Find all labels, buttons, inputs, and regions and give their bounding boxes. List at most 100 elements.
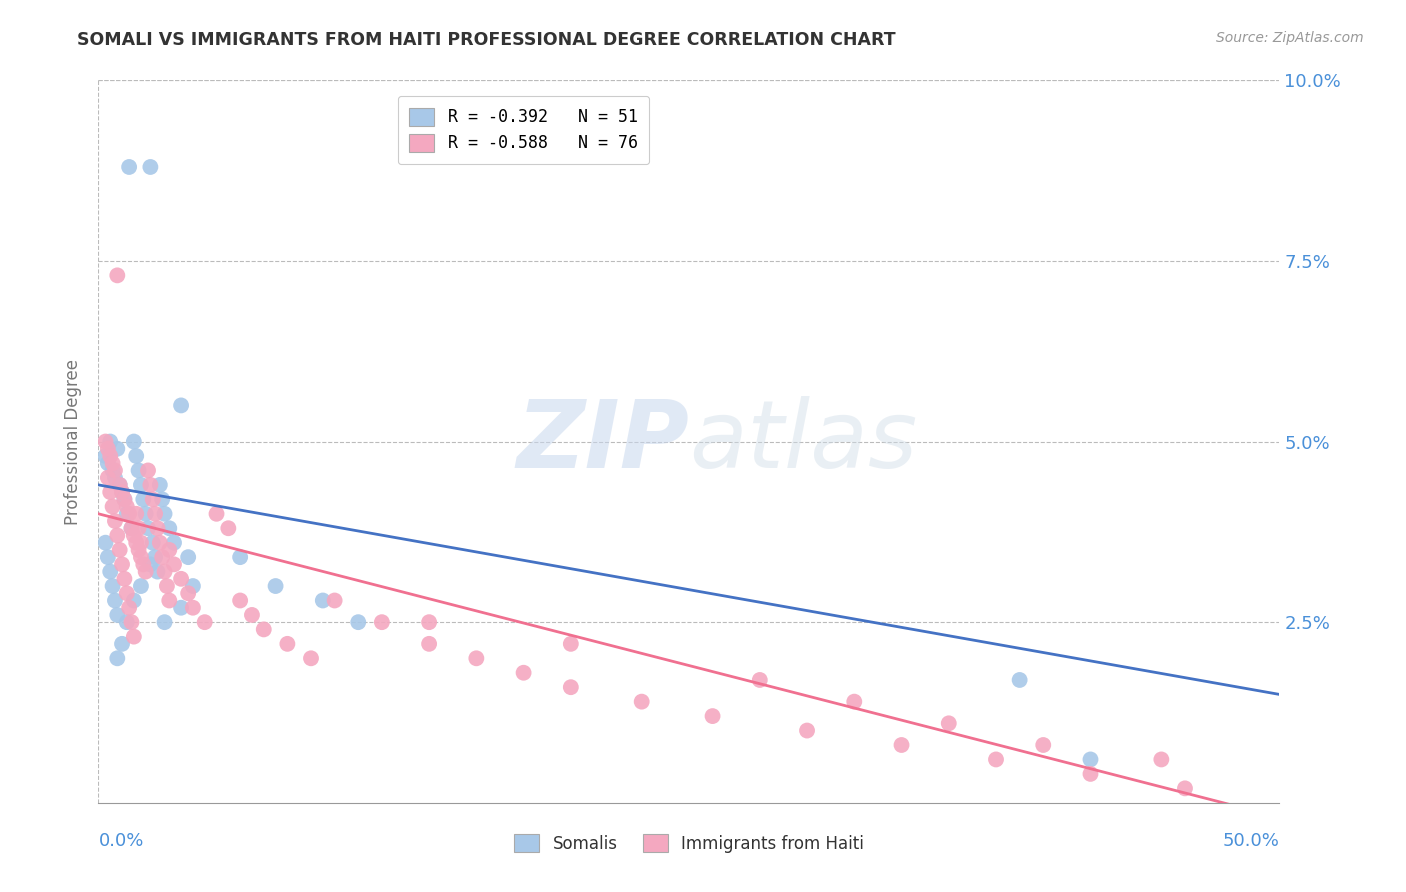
Legend: Somalis, Immigrants from Haiti: Somalis, Immigrants from Haiti [508,828,870,860]
Point [105,442,128,456]
Point [125,535,148,549]
Point [170,600,193,615]
Point [139,558,162,572]
Point [560,637,582,651]
Point [146,565,169,579]
Point [170,398,193,412]
Point [1008,673,1031,687]
Point [108,542,131,557]
Text: SOMALI VS IMMIGRANTS FROM HAITI PROFESSIONAL DEGREE CORRELATION CHART: SOMALI VS IMMIGRANTS FROM HAITI PROFESSI… [77,31,896,49]
Text: Source: ZipAtlas.com: Source: ZipAtlas.com [1216,31,1364,45]
Point [128,542,150,557]
Point [128,463,150,477]
Point [796,723,818,738]
Point [115,507,138,521]
Point [465,651,488,665]
Point [104,463,127,477]
Point [97,550,120,565]
Point [121,615,143,630]
Point [153,507,176,521]
Point [149,478,172,492]
Point [132,492,155,507]
Point [418,615,440,630]
Point [371,615,394,630]
Point [97,456,120,470]
Point [630,695,652,709]
Point [104,471,127,485]
Point [94,434,117,449]
Point [129,478,152,492]
Point [1150,752,1173,766]
Point [101,463,124,477]
Point [101,500,124,514]
Point [347,615,370,630]
Point [111,558,134,572]
Point [157,542,180,557]
Text: 0.0%: 0.0% [98,832,143,850]
Point [153,565,176,579]
Point [112,572,135,586]
Point [101,579,124,593]
Point [135,565,157,579]
Point [121,521,143,535]
Point [418,637,440,651]
Point [157,593,180,607]
Point [121,521,143,535]
Point [125,507,148,521]
Point [264,579,287,593]
Point [105,607,128,622]
Point [115,615,138,630]
Point [1080,752,1102,766]
Point [984,752,1007,766]
Point [132,558,155,572]
Point [194,615,217,630]
Point [149,535,172,549]
Point [108,478,131,492]
Point [101,456,124,470]
Point [163,535,186,549]
Point [98,485,121,500]
Point [97,471,120,485]
Point [104,593,127,607]
Point [143,507,166,521]
Point [299,651,322,665]
Point [136,521,159,535]
Point [98,434,121,449]
Point [136,463,159,477]
Point [139,478,162,492]
Point [122,593,145,607]
Point [112,492,135,507]
Point [181,600,204,615]
Point [122,434,145,449]
Point [1080,767,1102,781]
Point [702,709,724,723]
Point [153,615,176,630]
Point [108,478,131,492]
Point [146,521,169,535]
Point [105,268,128,283]
Point [104,514,127,528]
Point [98,449,121,463]
Text: atlas: atlas [689,396,917,487]
Point [276,637,298,651]
Point [512,665,534,680]
Point [938,716,960,731]
Text: ZIP: ZIP [516,395,689,488]
Point [112,492,135,507]
Y-axis label: Professional Degree: Professional Degree [65,359,83,524]
Point [129,579,152,593]
Point [253,623,276,637]
Point [122,528,145,542]
Point [312,593,335,607]
Point [560,680,582,694]
Point [115,586,138,600]
Point [181,579,204,593]
Point [217,521,239,535]
Point [240,607,263,622]
Point [128,521,150,535]
Point [177,550,200,565]
Point [135,507,157,521]
Point [111,485,134,500]
Point [118,507,141,521]
Point [122,630,145,644]
